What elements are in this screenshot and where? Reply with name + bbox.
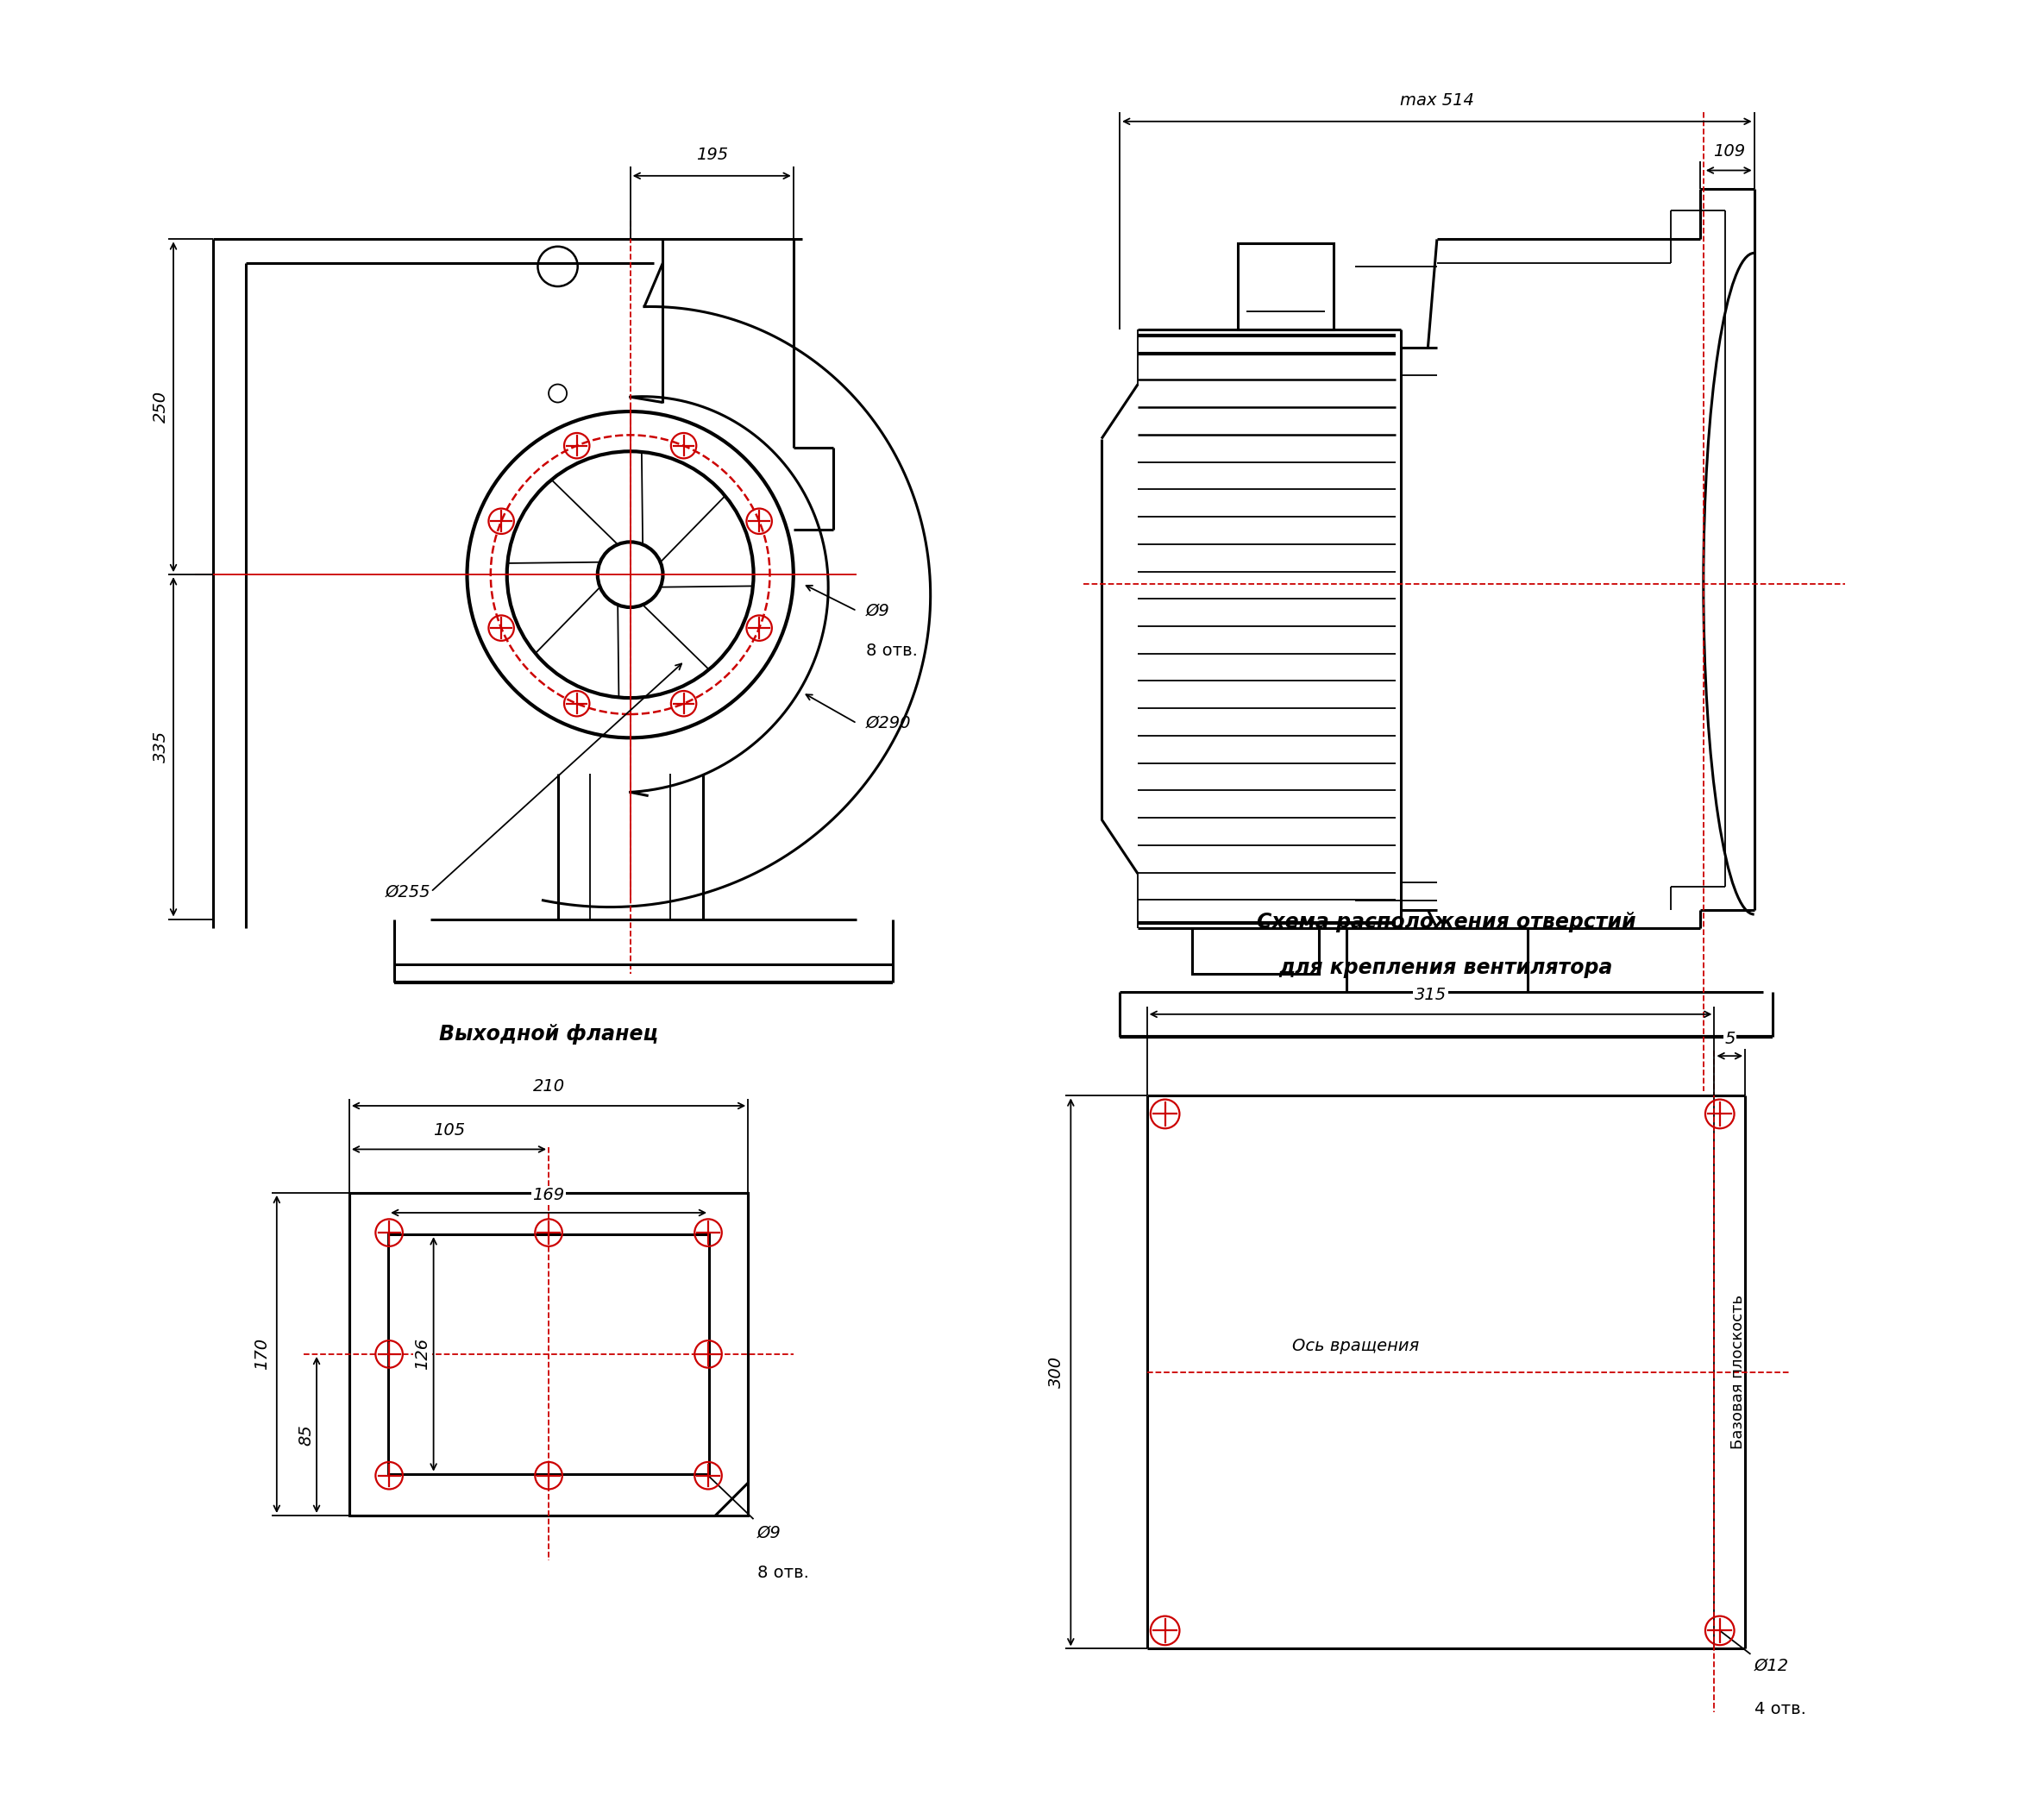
Bar: [388, 1234, 710, 1474]
Text: 315: 315: [1414, 986, 1446, 1003]
Text: Выходной фланец: Выходной фланец: [439, 1023, 659, 1045]
Text: 85: 85: [298, 1423, 314, 1445]
Text: 195: 195: [696, 147, 728, 164]
Text: 105: 105: [432, 1121, 465, 1139]
Bar: [1238, 242, 1334, 329]
Text: 5: 5: [1724, 1030, 1736, 1046]
Text: 8 отв.: 8 отв.: [865, 642, 918, 659]
Text: 4 отв.: 4 отв.: [1754, 1702, 1805, 1718]
Text: Ø255: Ø255: [386, 885, 430, 901]
Text: 8 отв.: 8 отв.: [757, 1565, 808, 1582]
Text: Ø9: Ø9: [865, 602, 889, 619]
Text: 335: 335: [153, 732, 169, 763]
Bar: [1191, 928, 1320, 974]
Text: 250: 250: [153, 391, 169, 422]
Text: 210: 210: [532, 1079, 565, 1096]
Bar: [349, 1192, 749, 1516]
Text: для крепления вентилятора: для крепления вентилятора: [1279, 957, 1614, 977]
Text: 170: 170: [255, 1338, 271, 1370]
Text: Ø290: Ø290: [865, 715, 912, 732]
Text: max 514: max 514: [1399, 93, 1475, 109]
Text: 169: 169: [532, 1187, 565, 1203]
Text: Базовая плоскость: Базовая плоскость: [1730, 1296, 1746, 1449]
Text: 126: 126: [414, 1338, 430, 1370]
Text: Ось вращения: Ось вращения: [1291, 1338, 1420, 1354]
Text: Схема расположения отверстий: Схема расположения отверстий: [1257, 912, 1636, 932]
Text: Ø9: Ø9: [757, 1525, 781, 1542]
Text: 300: 300: [1049, 1356, 1065, 1389]
Text: Ø12: Ø12: [1754, 1658, 1789, 1674]
Text: 109: 109: [1714, 144, 1744, 160]
